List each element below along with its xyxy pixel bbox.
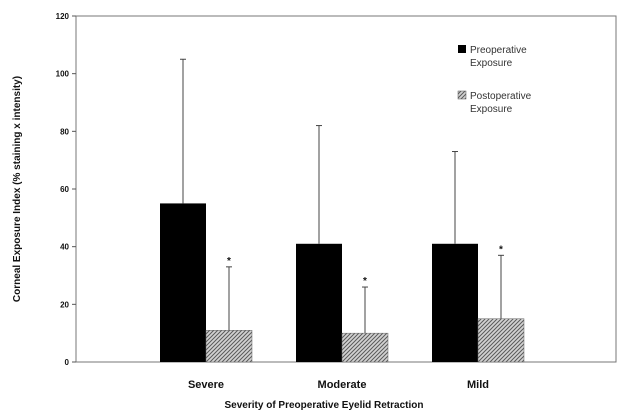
significance-marker-mild: * — [499, 244, 503, 255]
y-tick-label-100: 100 — [56, 70, 70, 79]
plot-area — [75, 15, 617, 363]
bar-preoperative-mild — [432, 243, 478, 362]
significance-marker-severe: * — [227, 256, 231, 267]
y-tick-label-40: 40 — [60, 243, 69, 252]
legend-swatch-preoperative — [458, 45, 466, 53]
error-bars: * * * — [180, 58, 504, 334]
legend-label-preoperative-line1: Preoperative — [470, 45, 527, 56]
legend-swatch-postoperative — [457, 90, 467, 100]
bar-postoperative-severe — [205, 330, 253, 363]
plot-border — [75, 15, 617, 363]
x-axis-title: Severity of Preoperative Eyelid Retracti… — [225, 400, 424, 411]
y-tick-label-20: 20 — [60, 300, 69, 309]
legend-label-postoperative-line1: Postoperative — [470, 91, 532, 102]
x-category-label-severe: Severe — [188, 379, 224, 391]
y-tick-label-80: 80 — [60, 127, 69, 136]
y-tick-label-0: 0 — [65, 358, 70, 367]
x-category-label-mild: Mild — [467, 379, 489, 391]
legend-label-preoperative-line2: Exposure — [470, 58, 513, 69]
bars — [160, 203, 525, 363]
bar-postoperative-mild — [477, 318, 525, 363]
y-tick-label-120: 120 — [56, 12, 70, 21]
y-axis-title: Corneal Exposure Index (% staining x int… — [12, 76, 23, 302]
bar-preoperative-severe — [160, 203, 206, 362]
legend: Preoperative Exposure Postoperative Expo… — [457, 45, 532, 115]
bar-preoperative-moderate — [296, 243, 342, 362]
legend-label-postoperative-line2: Exposure — [470, 104, 513, 115]
bar-postoperative-moderate — [341, 332, 389, 363]
significance-marker-moderate: * — [363, 276, 367, 287]
x-category-label-moderate: Moderate — [318, 379, 367, 391]
x-axis: Severe Moderate Mild — [188, 379, 489, 391]
y-axis: 0 20 40 60 80 100 120 — [56, 12, 76, 367]
y-tick-label-60: 60 — [60, 185, 69, 194]
